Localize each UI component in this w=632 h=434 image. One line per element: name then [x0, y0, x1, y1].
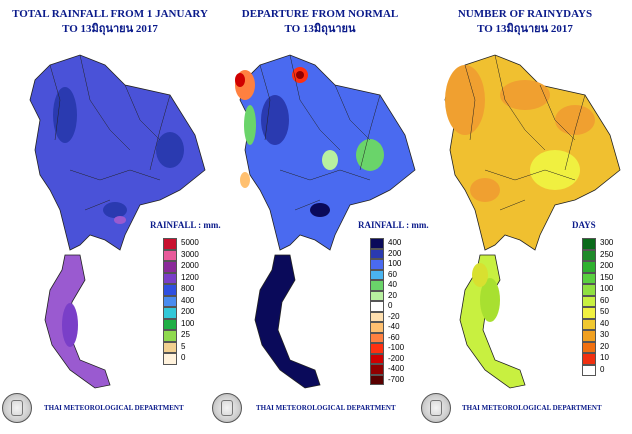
- legend-label: 40: [600, 318, 609, 328]
- panel-departure: DEPARTURE FROM NORMAL TO 13มิถุนายน: [220, 0, 420, 434]
- seal-icon: [2, 393, 32, 423]
- legend-label: 200: [600, 261, 614, 270]
- panel-subtitle: TO 13มิถุนายน 2017: [477, 23, 573, 35]
- legend-swatch: [582, 284, 596, 296]
- footer-label: THAI METEOROLOGICAL DEPARTMENT: [44, 404, 184, 412]
- panel-rainy-days: NUMBER OF RAINYDAYS TO 13มิถุนายน 2017: [425, 0, 625, 434]
- legend-label: 150: [600, 272, 614, 282]
- legend-swatch: [163, 330, 177, 342]
- legend-label: 20: [388, 290, 397, 300]
- legend-swatch: [370, 353, 384, 364]
- legend-swatch: [370, 364, 384, 375]
- legend-label: 5: [181, 341, 186, 351]
- legend-label: 3000: [181, 249, 199, 259]
- legend-label: 300: [600, 238, 614, 247]
- legend-swatch: [370, 343, 384, 354]
- legend-title: DAYS: [572, 220, 596, 230]
- legend-label: 30: [600, 330, 609, 339]
- legend-label: 50: [600, 307, 609, 316]
- footer-label: THAI METEOROLOGICAL DEPARTMENT: [256, 404, 396, 412]
- legend-label: 60: [388, 269, 397, 279]
- legend-label: 0: [388, 301, 393, 310]
- thailand-map: [235, 54, 416, 389]
- legend-swatch: [582, 364, 596, 376]
- legend-swatch: [582, 330, 596, 342]
- legend-label: -40: [388, 322, 400, 331]
- panel-title: NUMBER OF RAINYDAYS: [457, 8, 593, 20]
- legend-label: 1200: [181, 272, 199, 282]
- legend-label: 20: [600, 341, 609, 351]
- legend-swatch: [370, 269, 384, 280]
- legend-label: 40: [388, 280, 397, 289]
- legend-label: 400: [388, 238, 402, 247]
- legend-label: -60: [388, 332, 400, 342]
- thailand-map: [29, 54, 206, 389]
- legend-label: 100: [388, 259, 402, 268]
- footer-label: THAI METEOROLOGICAL DEPARTMENT: [462, 404, 602, 412]
- panel-subtitle: TO 13มิถุนายน 2017: [62, 23, 158, 35]
- legend-swatch: [370, 374, 384, 385]
- legend-label: 100: [600, 284, 614, 293]
- legend-swatch: [370, 238, 384, 249]
- legend-label: -100: [388, 343, 405, 352]
- legend-label: 0: [600, 364, 605, 374]
- legend-swatch: [163, 341, 177, 353]
- legend-swatch: [370, 248, 384, 259]
- legend-label: 10: [600, 353, 609, 362]
- legend-swatch: [582, 261, 596, 273]
- seal-icon: [212, 393, 242, 423]
- legend-swatch: [582, 341, 596, 353]
- legend-label: 800: [181, 284, 195, 293]
- legend-swatch: [370, 311, 384, 322]
- legend-swatch: [163, 353, 177, 365]
- legend-swatch: [582, 318, 596, 330]
- legend-swatch: [163, 238, 177, 250]
- legend-label: -700: [388, 374, 405, 384]
- legend-swatch: [163, 261, 177, 273]
- legend-title: RAINFALL : mm.: [150, 220, 221, 230]
- legend-swatch: [582, 249, 596, 261]
- legend-swatch: [582, 307, 596, 319]
- legend-swatch: [163, 272, 177, 284]
- legend-label: 200: [181, 307, 195, 316]
- legend-swatch: [370, 301, 384, 312]
- panel-title: TOTAL RAINFALL FROM 1 JANUARY: [12, 8, 208, 20]
- legend-label: 200: [388, 248, 402, 258]
- legend-swatch: [582, 353, 596, 365]
- legend-label: 0: [181, 353, 186, 362]
- legend-title: RAINFALL : mm.: [358, 220, 429, 230]
- legend-swatch: [163, 307, 177, 319]
- legend-swatch: [370, 322, 384, 333]
- legend-label: -20: [388, 311, 400, 321]
- legend-swatch: [370, 332, 384, 343]
- legend-label: 60: [600, 295, 609, 305]
- panel-subtitle: TO 13มิถุนายน: [284, 23, 356, 35]
- legend-swatch: [163, 318, 177, 330]
- panel-total-rainfall: TOTAL RAINFALL FROM 1 JANUARY TO 13มิถุน…: [10, 0, 210, 434]
- legend-swatch: [582, 272, 596, 284]
- legend-swatch: [163, 295, 177, 307]
- thailand-map: [444, 54, 621, 389]
- panel-title: DEPARTURE FROM NORMAL: [241, 8, 399, 20]
- legend-label: 100: [181, 318, 195, 328]
- legend-swatch: [163, 249, 177, 261]
- legend-label: 5000: [181, 238, 199, 247]
- legend-swatch: [370, 259, 384, 270]
- seal-icon: [421, 393, 451, 423]
- legend-swatch: [370, 280, 384, 291]
- legend-label: 250: [600, 249, 614, 259]
- legend-label: -400: [388, 364, 405, 373]
- legend-swatch: [370, 290, 384, 301]
- legend-label: -200: [388, 353, 405, 363]
- legend-label: 2000: [181, 261, 199, 270]
- legend-label: 25: [181, 330, 190, 339]
- legend-swatch: [582, 238, 596, 250]
- legend-swatch: [163, 284, 177, 296]
- legend-label: 400: [181, 295, 195, 305]
- legend-swatch: [582, 295, 596, 307]
